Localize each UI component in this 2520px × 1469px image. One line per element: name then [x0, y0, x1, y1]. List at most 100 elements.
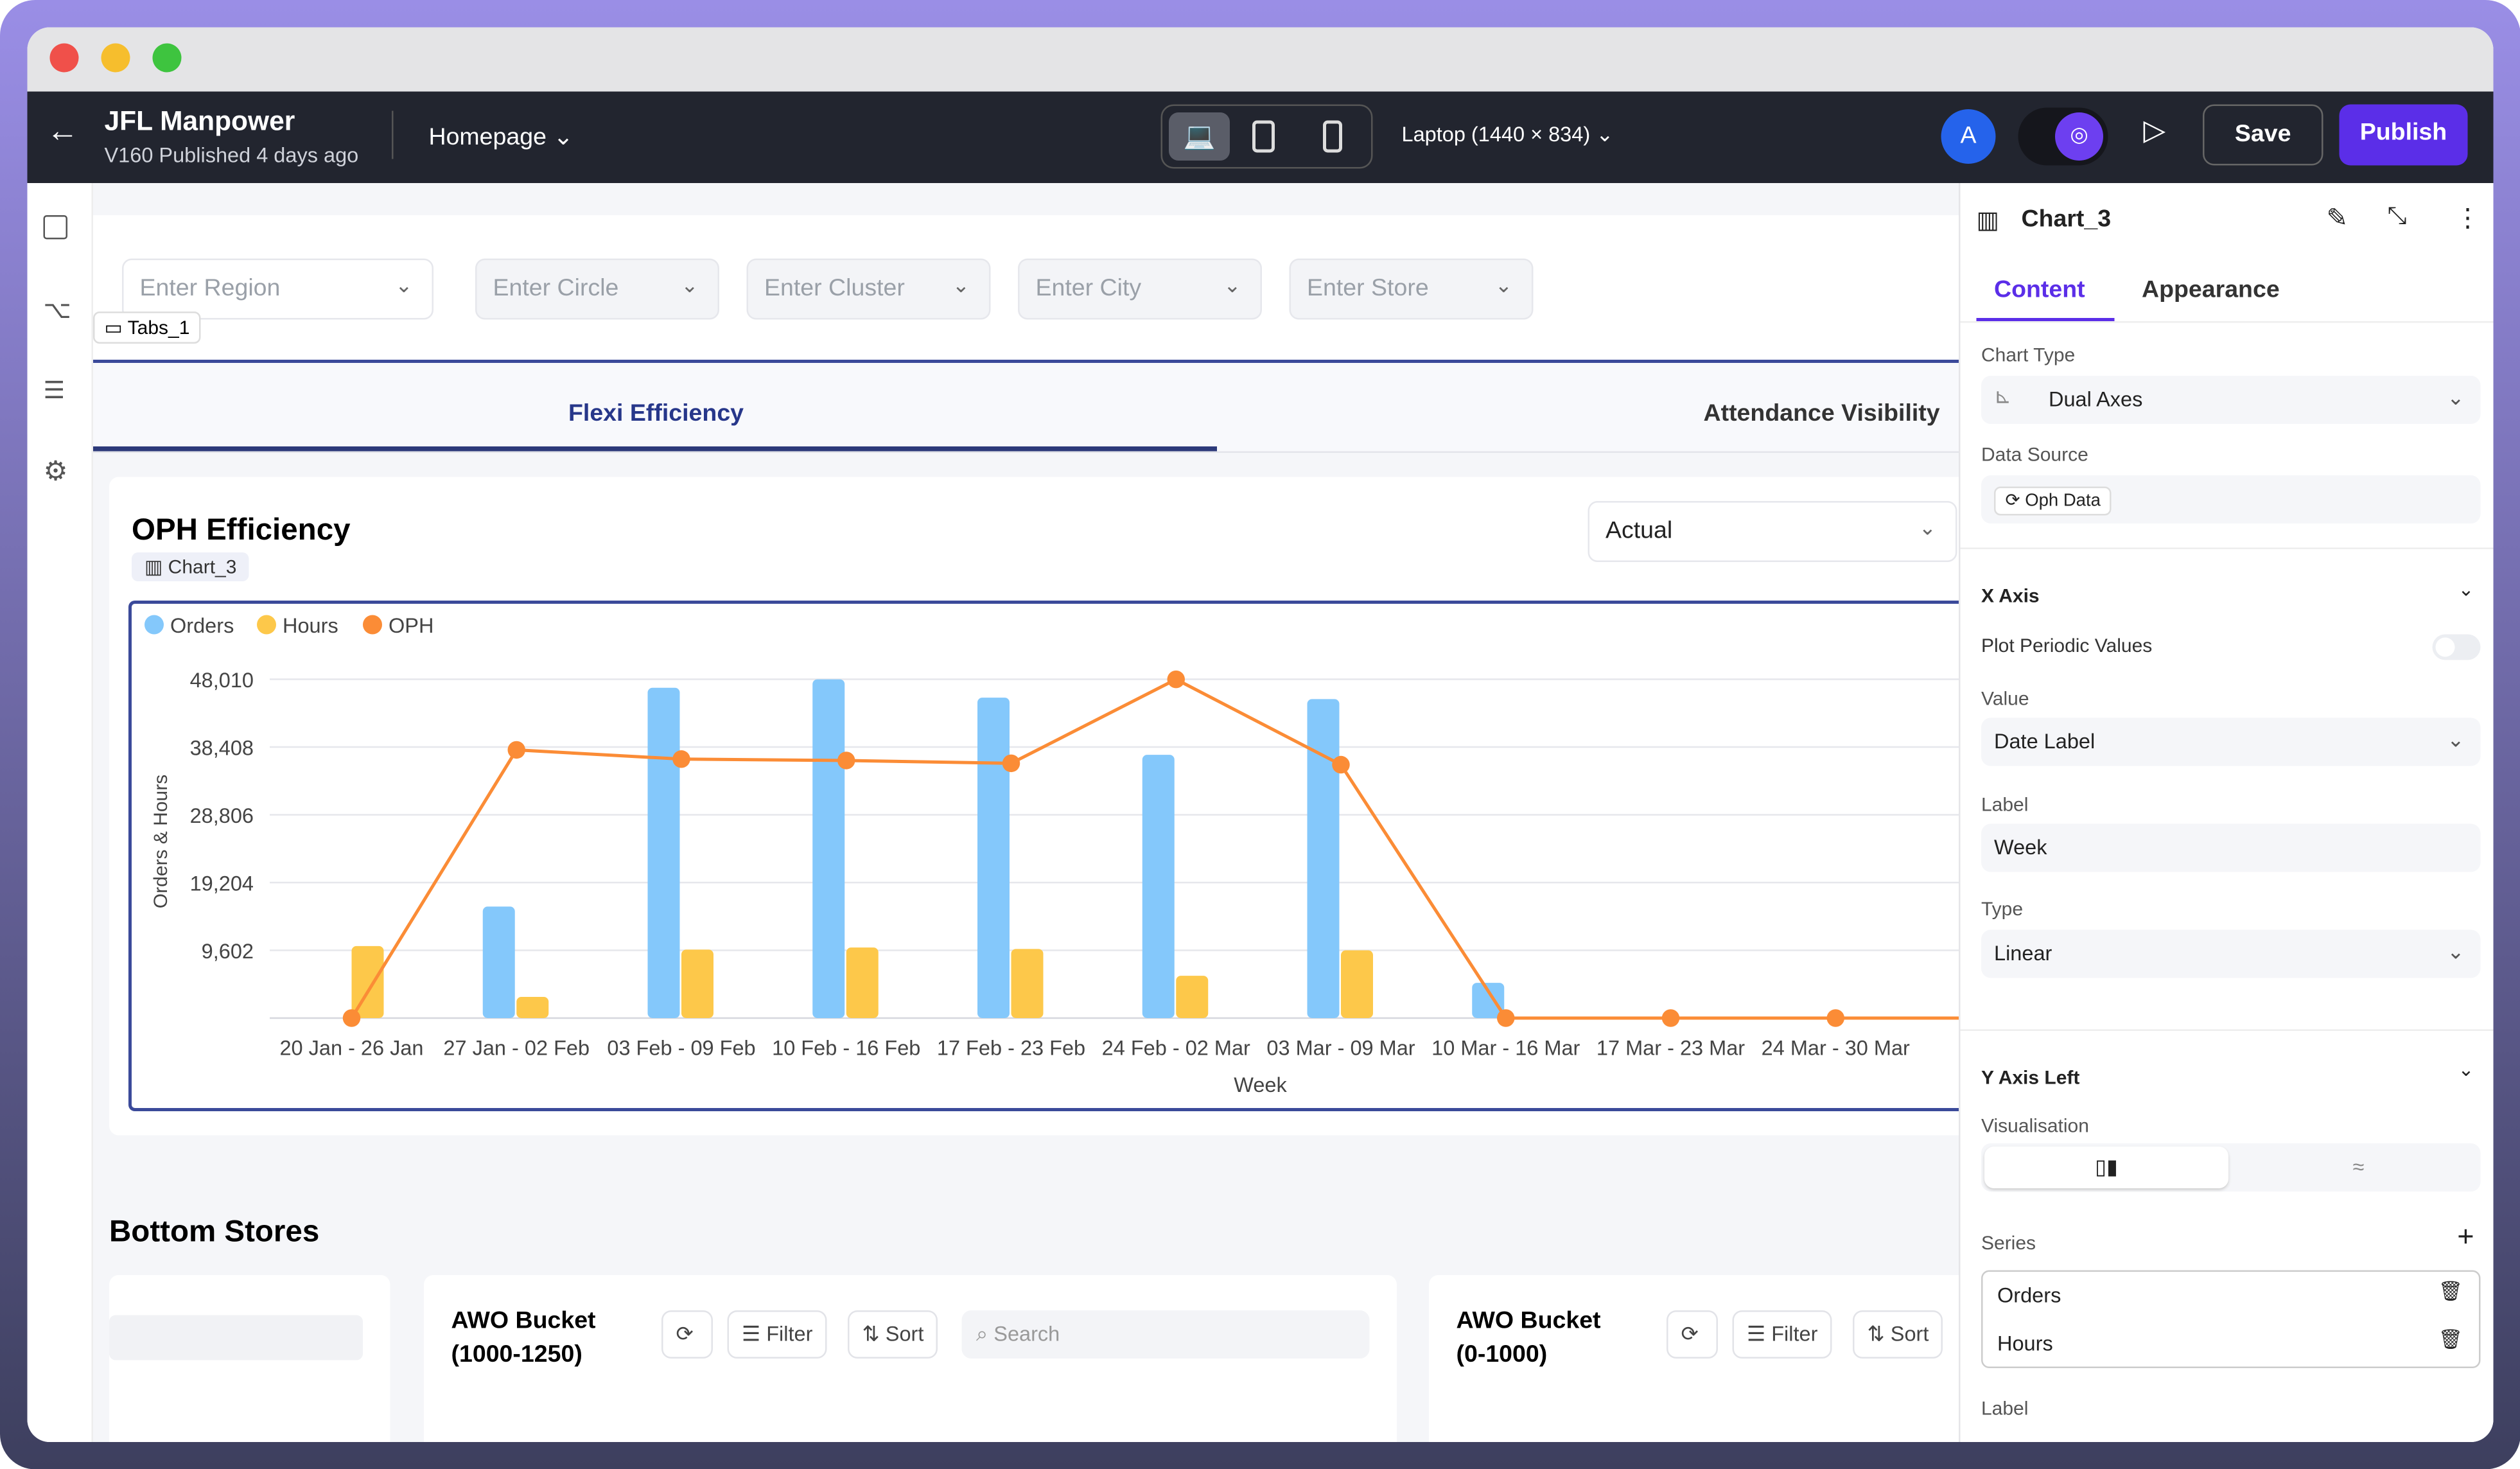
label-label: Label: [1981, 793, 2029, 816]
legend-marker: [257, 615, 276, 635]
legend-marker: [363, 615, 382, 635]
settings-gear-icon[interactable]: ⚙: [43, 456, 68, 487]
back-arrow-icon[interactable]: ←: [46, 114, 79, 150]
x-axis-section[interactable]: X Axis: [1981, 585, 2040, 607]
point-oph: [342, 1009, 361, 1027]
save-button[interactable]: Save: [2203, 104, 2323, 166]
more-options-icon[interactable]: ⋮: [2454, 206, 2481, 233]
plot-periodic-label: Plot Periodic Values: [1981, 634, 2153, 657]
chart-svg: Orders Hours OPH 9,602 19,204 28,806 38,408 48,…: [144, 614, 1959, 1096]
visualisation-label: Visualisation: [1981, 1114, 2089, 1137]
chart-type-label: Chart Type: [1981, 344, 2076, 366]
point-oph: [507, 741, 525, 759]
filter-button[interactable]: ☰ Filter: [727, 1310, 827, 1359]
awo-card-1: AWO Bucket (1000-1250) ⟳ ☰ Filter ⇅ Sort…: [424, 1275, 1397, 1442]
store-filter[interactable]: Enter Store ⌄: [1289, 258, 1534, 320]
label-input[interactable]: Week: [1981, 823, 2481, 872]
database-icon[interactable]: ☰: [43, 377, 66, 405]
collapse-icon[interactable]: ⤡: [2387, 202, 2407, 230]
type-label: Type: [1981, 897, 2024, 920]
bar-hours: [351, 946, 384, 1018]
edit-pencil-icon[interactable]: ✎: [2326, 206, 2349, 233]
card-title: AWO Bucket (1000-1250): [451, 1307, 596, 1368]
data-source-chip[interactable]: ⟳ Oph Data: [1994, 486, 2112, 516]
play-icon[interactable]: ▷: [2143, 114, 2166, 146]
y-tick-label: 48,010: [190, 669, 254, 692]
tab-flexi-efficiency[interactable]: Flexi Efficiency: [568, 400, 744, 428]
x-axis-title: Week: [1234, 1073, 1287, 1096]
app-title: JFL Manpower: [104, 106, 295, 137]
point-oph: [837, 752, 855, 770]
line-visualisation-icon[interactable]: ≈: [2352, 1154, 2365, 1179]
trash-icon[interactable]: 🗑: [2438, 1280, 2463, 1303]
avatar[interactable]: A: [1941, 109, 1996, 164]
bar-hours: [681, 949, 713, 1018]
bar-orders: [1307, 699, 1340, 1018]
legend-label-hours: Hours: [283, 614, 338, 637]
viewport-selector[interactable]: Laptop (1440 × 834) ⌄: [1401, 122, 1614, 146]
trash-icon[interactable]: 🗑: [2438, 1328, 2463, 1351]
ai-toggle[interactable]: ◎: [2018, 107, 2108, 166]
mobile-icon[interactable]: [1323, 120, 1342, 153]
tab-appearance[interactable]: Appearance: [2142, 276, 2280, 304]
legend-label-orders: Orders: [170, 614, 234, 637]
search-input[interactable]: ⌕ Search: [961, 1310, 1370, 1359]
add-series-plus-icon[interactable]: +: [2457, 1220, 2474, 1253]
chevron-down-icon: ⌄: [553, 123, 573, 152]
search-input[interactable]: [109, 1315, 363, 1360]
cluster-filter[interactable]: Enter Cluster ⌄: [746, 258, 991, 320]
properties-panel: ▥ Chart_3 ✎ ⤡ ⋮ Content Appearance Chart…: [1959, 183, 2494, 1442]
point-oph: [1332, 755, 1350, 774]
series-list: Orders 🗑 Hours 🗑: [1981, 1270, 2481, 1368]
refresh-icon[interactable]: ⟳: [1667, 1310, 1718, 1359]
y-tick-label: 9,602: [202, 940, 254, 963]
filter-button[interactable]: ☰ Filter: [1732, 1310, 1832, 1359]
data-source-field[interactable]: ⟳ Oph Data: [1981, 475, 2481, 523]
title-bar: [27, 27, 2494, 92]
bar-orders: [482, 906, 515, 1018]
tabs-badge[interactable]: ▭ Tabs_1: [93, 312, 201, 344]
sort-button[interactable]: ⇅ Sort: [1853, 1310, 1943, 1359]
city-filter[interactable]: Enter City ⌄: [1018, 258, 1262, 320]
refresh-icon[interactable]: ⟳: [661, 1310, 713, 1359]
chevron-down-icon[interactable]: ⌄: [2458, 1058, 2474, 1081]
point-oph: [1661, 1009, 1680, 1027]
bar-hours: [846, 947, 879, 1018]
x-tick-label: 03 Feb - 09 Feb: [607, 1037, 755, 1060]
canvas: Enter Region ⌄ Enter Circle ⌄ Enter Cluste…: [93, 183, 1959, 1442]
chart-type-select[interactable]: ⊾ Dual Axes ⌄: [1981, 376, 2481, 424]
bar-visualisation-icon[interactable]: ▯▮: [1984, 1147, 2228, 1188]
x-tick-label: 17 Feb - 23 Feb: [937, 1037, 1085, 1060]
point-oph: [1167, 670, 1185, 689]
plot-periodic-toggle[interactable]: [2432, 634, 2481, 660]
tab-content[interactable]: Content: [1994, 276, 2085, 304]
bar-orders: [1142, 755, 1175, 1018]
tab-attendance-visibility[interactable]: Attendance Visibility: [1703, 400, 1940, 428]
bar-orders: [1472, 983, 1505, 1018]
legend-label-oph: OPH: [389, 614, 433, 637]
series-item[interactable]: Orders: [1997, 1283, 2061, 1308]
viewport-label: Laptop (1440 × 834): [1401, 122, 1591, 146]
region-filter[interactable]: Enter Region ⌄: [122, 258, 433, 320]
circle-filter[interactable]: Enter Circle ⌄: [475, 258, 719, 320]
bar-hours: [1341, 950, 1373, 1018]
laptop-icon[interactable]: 💻: [1169, 112, 1230, 161]
data-source-label: Data Source: [1981, 443, 2088, 466]
frame-icon[interactable]: [43, 215, 67, 240]
type-select[interactable]: Linear ⌄: [1981, 929, 2481, 978]
device-switcher: 💻: [1160, 104, 1373, 169]
chart-badge[interactable]: ▥ Chart_3: [132, 552, 250, 581]
page-selector[interactable]: Homepage ⌄: [429, 122, 573, 152]
sort-button[interactable]: ⇅ Sort: [848, 1310, 938, 1359]
value-select[interactable]: Date Label ⌄: [1981, 717, 2481, 766]
series-item[interactable]: Hours: [1997, 1331, 2053, 1356]
maximize-window-button[interactable]: [152, 43, 182, 73]
actual-dropdown[interactable]: Actual ⌄: [1588, 501, 1957, 562]
y-axis-left-section[interactable]: Y Axis Left: [1981, 1066, 2080, 1089]
tree-icon[interactable]: ⌥: [43, 297, 71, 325]
tablet-icon[interactable]: [1252, 120, 1275, 153]
close-window-button[interactable]: [49, 43, 79, 73]
chevron-down-icon[interactable]: ⌄: [2458, 578, 2474, 601]
minimize-window-button[interactable]: [101, 43, 130, 73]
publish-button[interactable]: Publish: [2339, 104, 2468, 166]
